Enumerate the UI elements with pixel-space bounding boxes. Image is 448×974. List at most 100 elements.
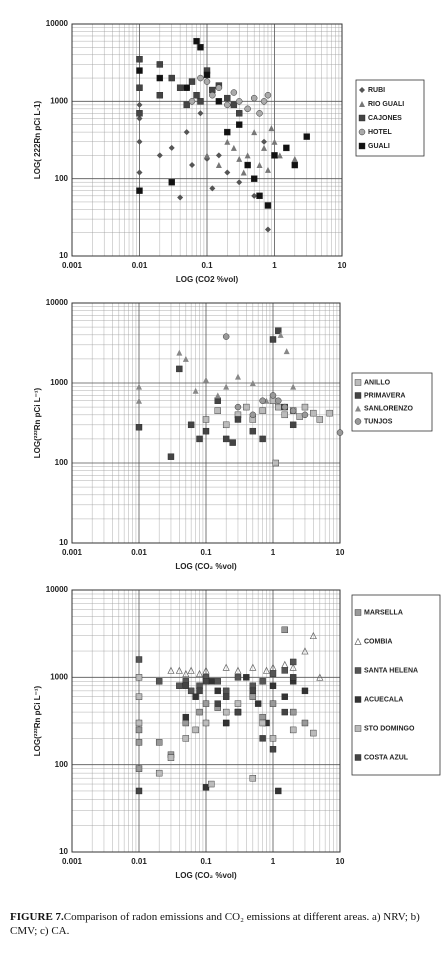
x-tick-label: 1 <box>272 261 277 270</box>
caption-text: Comparison of radon emissions and CO₂ em… <box>10 911 420 937</box>
point <box>250 175 258 182</box>
legend-label: STO DOMINGO <box>364 725 415 732</box>
y-tick-label: 10000 <box>46 298 69 307</box>
point <box>223 383 230 390</box>
point <box>202 666 210 674</box>
point <box>240 169 247 176</box>
point <box>187 421 195 429</box>
x-tick-label: 0.01 <box>132 261 148 270</box>
point <box>176 682 183 689</box>
point <box>155 739 163 746</box>
point <box>283 144 290 152</box>
point <box>155 769 163 777</box>
point <box>289 708 297 716</box>
y-axis-label: LOG(²²²Rn pCi L⁻¹) <box>33 685 42 756</box>
point <box>281 708 288 716</box>
legend-box <box>351 372 433 432</box>
point <box>214 700 221 707</box>
point <box>261 144 268 151</box>
point <box>259 713 266 721</box>
legend-marker <box>354 392 362 399</box>
point <box>135 656 143 663</box>
x-axis-label: LOG (CO2 %vol) <box>176 275 239 284</box>
point <box>203 78 211 85</box>
point <box>136 67 143 74</box>
point <box>135 787 143 795</box>
point <box>222 663 230 671</box>
point <box>249 663 257 671</box>
point <box>135 765 143 772</box>
point <box>135 739 143 746</box>
point <box>189 162 196 169</box>
point <box>275 403 282 411</box>
point <box>289 407 297 414</box>
point <box>193 92 200 99</box>
point <box>136 101 143 108</box>
point <box>264 91 272 99</box>
point <box>167 754 175 761</box>
point <box>264 226 271 233</box>
legend-marker <box>355 405 361 412</box>
point <box>256 110 263 117</box>
point <box>260 98 268 105</box>
point <box>259 407 266 414</box>
point <box>269 746 277 753</box>
point <box>256 192 263 200</box>
legend-marker <box>359 87 365 93</box>
point <box>234 674 242 681</box>
point <box>222 333 230 340</box>
point <box>214 687 221 695</box>
point <box>208 678 215 685</box>
point <box>182 735 190 742</box>
point <box>215 84 223 91</box>
legend-marker <box>358 142 366 150</box>
point <box>259 678 266 685</box>
point <box>244 152 251 159</box>
point <box>275 397 282 404</box>
legend-marker <box>354 418 362 425</box>
plot-frame <box>71 23 343 257</box>
x-tick-label: 0.1 <box>200 548 212 557</box>
point <box>310 729 317 737</box>
point <box>259 397 266 404</box>
point <box>209 91 216 99</box>
point <box>229 439 236 446</box>
point <box>301 687 309 695</box>
y-axis-label: LOG( 222Rn pCi L-1) <box>33 101 42 180</box>
legend-marker <box>354 667 362 674</box>
point <box>249 411 257 419</box>
y-axis-label: LOG(²²²Rn pCi L⁻¹) <box>33 387 42 458</box>
point <box>259 735 266 742</box>
point <box>156 152 163 159</box>
x-tick-label: 1 <box>271 857 276 866</box>
point <box>289 658 297 666</box>
point <box>168 74 175 82</box>
point <box>192 726 199 734</box>
point <box>236 110 243 117</box>
x-tick-label: 0.01 <box>131 548 147 557</box>
point <box>135 674 143 681</box>
point <box>167 666 175 674</box>
legend-marker <box>358 114 366 122</box>
point <box>269 336 277 343</box>
point <box>168 179 175 186</box>
point <box>235 98 243 105</box>
point <box>193 37 200 45</box>
point <box>197 74 204 82</box>
point <box>254 700 262 707</box>
point <box>156 92 164 99</box>
point <box>262 666 271 674</box>
point <box>289 674 297 681</box>
x-tick-label: 10 <box>336 548 345 557</box>
point <box>136 115 143 122</box>
point <box>244 105 251 113</box>
point <box>182 682 190 689</box>
point <box>234 373 241 380</box>
legend-marker <box>354 754 362 761</box>
point <box>264 202 272 209</box>
x-tick-label: 0.1 <box>201 261 213 270</box>
point <box>136 84 143 91</box>
point <box>204 152 210 159</box>
point <box>192 693 199 700</box>
legend-label: RIO GUALI <box>368 101 404 108</box>
